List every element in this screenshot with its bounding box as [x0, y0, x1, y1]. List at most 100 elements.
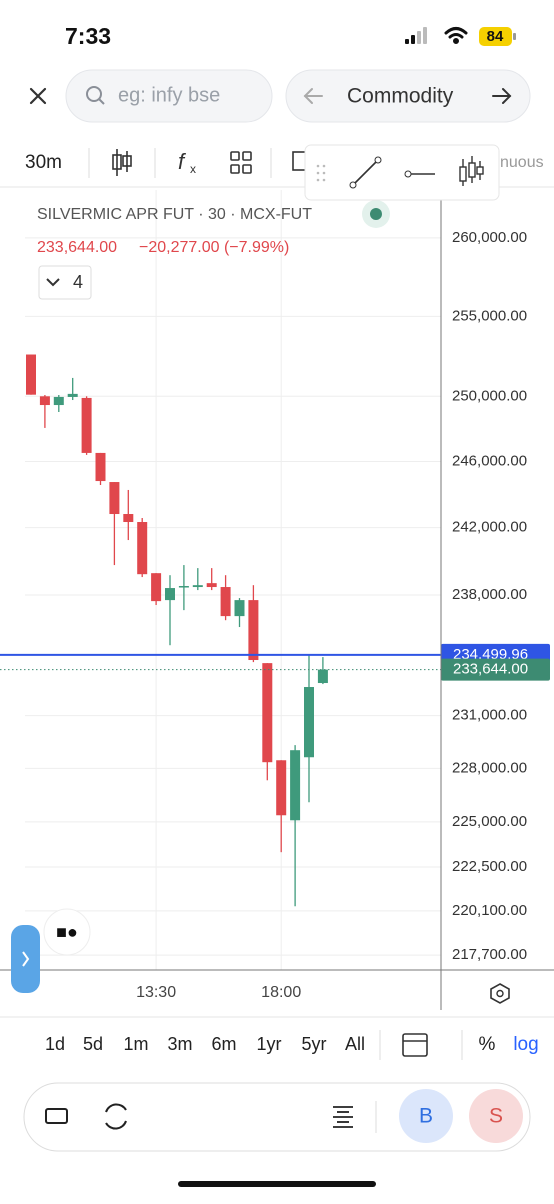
layout-icon[interactable]	[230, 151, 252, 174]
indicator-toggle[interactable]	[38, 265, 92, 300]
candle-body	[234, 600, 245, 617]
candle-body	[95, 452, 106, 482]
search-icon	[86, 86, 105, 105]
candle-body	[67, 393, 78, 397]
candle-body	[276, 760, 287, 816]
candle-body	[165, 588, 175, 601]
y-tick-label: 228,000.00	[452, 759, 527, 776]
drag-handle-dot	[316, 171, 320, 175]
range-button[interactable]: 3m	[167, 1034, 192, 1054]
candle-body	[53, 396, 64, 406]
y-tick-label: 250,000.00	[452, 387, 527, 404]
indicator-count: 4	[73, 272, 83, 292]
indicators-icon-x: x	[190, 162, 196, 176]
settings-icon[interactable]	[490, 983, 510, 1004]
candle-body	[206, 583, 217, 588]
plot	[25, 190, 441, 970]
candle-body	[81, 397, 92, 453]
x-tick-label: 18:00	[261, 984, 301, 1001]
y-tick-label: 220,100.00	[452, 902, 527, 919]
side-panel-arrow	[22, 951, 30, 967]
candle-body	[290, 750, 301, 821]
y-tick-label: 238,000.00	[452, 586, 527, 603]
y-tick-label: 217,700.00	[452, 946, 527, 963]
y-tick-label: 225,000.00	[452, 813, 527, 830]
candle-body	[26, 354, 36, 395]
status-time: 7:33	[65, 23, 111, 49]
drag-handle-dot	[322, 164, 326, 168]
drag-handle-dot	[316, 178, 320, 182]
drag-handle-dot	[322, 178, 326, 182]
wifi-icon	[444, 27, 468, 44]
range-button[interactable]: 1m	[123, 1034, 148, 1054]
next-arrow[interactable]	[492, 88, 512, 104]
market-status-dot	[370, 208, 382, 220]
trendline-tool[interactable]	[352, 159, 379, 186]
percent-button[interactable]: %	[479, 1034, 496, 1055]
candle-body	[151, 573, 162, 602]
candle-body	[109, 482, 120, 515]
drag-handle-dot	[322, 171, 326, 175]
y-tick-label: 246,000.00	[452, 452, 527, 469]
candle-body	[123, 514, 134, 523]
candle-body	[262, 663, 273, 763]
quote-change: −20,277.00 (−7.99%)	[139, 239, 289, 256]
close-button[interactable]	[29, 87, 47, 105]
y-tick-label: 242,000.00	[452, 519, 527, 536]
action-bar	[23, 1082, 531, 1152]
battery-level: 84	[487, 28, 504, 45]
candle-body	[39, 396, 50, 406]
hline-end	[404, 170, 412, 178]
y-tick-label: 255,000.00	[452, 307, 527, 324]
sell-button[interactable]	[469, 1089, 523, 1143]
chart-type-icon[interactable]	[112, 149, 132, 176]
log-button[interactable]: log	[513, 1034, 538, 1055]
candle-tool-body	[476, 166, 484, 175]
segment-selector[interactable]	[285, 69, 531, 123]
date-range-icon[interactable]	[402, 1033, 428, 1057]
search-box[interactable]	[65, 69, 273, 123]
range-button[interactable]: 1yr	[256, 1034, 281, 1054]
refresh-icon[interactable]	[105, 1103, 127, 1130]
y-tick-label: 231,000.00	[452, 707, 527, 724]
last-price-tag	[441, 658, 550, 681]
battery-tip	[513, 33, 516, 40]
candle-body	[137, 522, 148, 575]
y-tick-label: 222,500.00	[452, 858, 527, 875]
range-button[interactable]: 6m	[211, 1034, 236, 1054]
search-placeholder: eg: infy bse	[118, 84, 220, 106]
battery-icon	[479, 27, 512, 46]
indicators-icon[interactable]: f	[178, 149, 187, 174]
signal-icon	[405, 27, 427, 44]
range-button[interactable]: 5d	[83, 1034, 103, 1054]
buy-button[interactable]	[399, 1089, 453, 1143]
candle-body	[317, 669, 328, 684]
candle-body	[220, 587, 231, 617]
candle-body	[178, 586, 189, 588]
tv-logo	[43, 908, 91, 956]
x-tick-label: 13:30	[136, 984, 176, 1001]
sell-label: S	[489, 1105, 503, 1128]
segment-label: Commodity	[347, 85, 454, 108]
buy-label: B	[419, 1105, 433, 1128]
prev-arrow[interactable]	[303, 88, 323, 104]
y-tick-label: 260,000.00	[452, 229, 527, 246]
drag-handle-dot	[316, 164, 320, 168]
candle-body	[248, 600, 259, 661]
candle-tool-body	[459, 166, 467, 182]
range-button[interactable]: 1d	[45, 1034, 65, 1054]
range-button[interactable]: 5yr	[301, 1034, 326, 1054]
candle-tool-body	[468, 162, 476, 178]
quote-price: 233,644.00	[37, 239, 117, 256]
symbol-label: SILVERMIC APR FUT · 30 · MCX-FUT	[37, 206, 312, 223]
fullscreen-icon[interactable]	[45, 1108, 68, 1124]
chevron	[46, 278, 60, 287]
candle-body	[192, 585, 203, 588]
candle-body	[304, 687, 314, 758]
range-button[interactable]: All	[345, 1034, 365, 1054]
toolbar-overflow: nuous	[500, 154, 544, 171]
side-panel-tab[interactable]	[11, 925, 40, 993]
interval-button[interactable]: 30m	[25, 152, 62, 173]
